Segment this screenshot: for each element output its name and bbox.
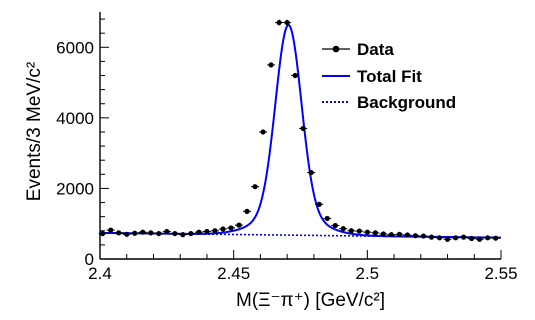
legend: Data Total Fit Background: [322, 40, 456, 112]
data-point: [404, 232, 411, 238]
axis-ticks: [99, 18, 502, 260]
data-point: [420, 233, 427, 239]
data-point: [132, 230, 138, 236]
data-point: [364, 229, 370, 235]
background-curve-group: [99, 232, 502, 239]
x-tick-label: 2.4: [88, 264, 112, 283]
data-points: [98, 19, 500, 242]
axis-tick-labels: 2.4 2.45 2.5 2.55 0 2000 4000 6000: [56, 38, 517, 283]
data-point: [356, 228, 362, 234]
x-tick-label: 2.5: [356, 264, 380, 283]
data-point: [100, 230, 106, 237]
data-point: [116, 230, 122, 236]
data-point: [332, 222, 338, 229]
total-fit-curve: [99, 23, 502, 239]
x-tick-label: 2.55: [484, 264, 517, 283]
data-point: [452, 235, 459, 241]
plot-frame: [99, 12, 501, 260]
data-point: [196, 229, 202, 235]
data-point: [124, 231, 130, 237]
x-tick-label: 2.45: [217, 264, 250, 283]
data-point: [485, 235, 491, 241]
data-point: [396, 231, 403, 237]
y-tick-label: 4000: [56, 109, 94, 128]
data-point: [268, 62, 274, 68]
total-fit-curve-group: [99, 23, 502, 239]
data-point: [260, 129, 266, 135]
data-point: [428, 234, 435, 240]
data-point: [180, 232, 186, 238]
data-point: [340, 226, 346, 232]
data-point: [252, 184, 258, 190]
legend-data-label: Data: [357, 40, 394, 59]
data-point: [316, 201, 322, 207]
data-point: [172, 230, 178, 237]
data-point: [156, 230, 162, 237]
background-curve: [99, 232, 502, 239]
data-point: [148, 230, 154, 236]
data-point: [300, 125, 306, 132]
legend-background-label: Background: [357, 93, 456, 112]
data-point: [380, 231, 386, 237]
data-point: [220, 226, 226, 232]
y-tick-label: 6000: [56, 38, 94, 57]
data-point: [388, 232, 394, 238]
y-tick-label: 0: [85, 250, 94, 269]
data-point: [292, 72, 298, 79]
data-point: [348, 228, 354, 234]
data-point: [372, 230, 378, 236]
x-axis-title: M(Ξ⁻π⁺) [GeV/c²]: [236, 290, 385, 311]
data-point: [276, 19, 282, 26]
data-point: [468, 235, 475, 242]
data-point: [236, 222, 242, 228]
data-point: [228, 225, 234, 231]
data-point: [308, 169, 314, 176]
y-tick-label: 2000: [56, 179, 94, 198]
data-point: [164, 228, 170, 235]
data-point: [204, 228, 210, 235]
data-point: [493, 235, 499, 241]
data-point: [324, 215, 330, 222]
data-point: [140, 229, 146, 235]
data-point: [436, 235, 443, 241]
data-point: [188, 230, 194, 237]
legend-total-fit-label: Total Fit: [357, 67, 422, 86]
data-point: [477, 236, 483, 242]
data-point: [244, 208, 250, 214]
y-axis-title: Events/3 MeV/c²: [24, 62, 45, 201]
data-point: [212, 228, 218, 234]
data-point: [460, 234, 467, 240]
data-point: [284, 19, 290, 26]
data-point: [412, 233, 419, 239]
data-point: [444, 236, 451, 242]
data-point: [108, 227, 114, 233]
legend-data-marker: [332, 45, 340, 53]
